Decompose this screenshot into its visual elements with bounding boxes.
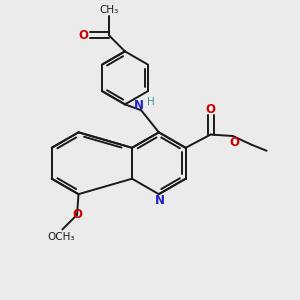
Text: N: N bbox=[134, 99, 144, 112]
Text: O: O bbox=[72, 208, 82, 221]
Text: O: O bbox=[78, 29, 88, 42]
Text: OCH₃: OCH₃ bbox=[47, 232, 75, 242]
Text: CH₃: CH₃ bbox=[99, 4, 119, 14]
Text: O: O bbox=[229, 136, 239, 149]
Text: H: H bbox=[147, 97, 154, 107]
Text: O: O bbox=[206, 103, 216, 116]
Text: N: N bbox=[154, 194, 164, 207]
